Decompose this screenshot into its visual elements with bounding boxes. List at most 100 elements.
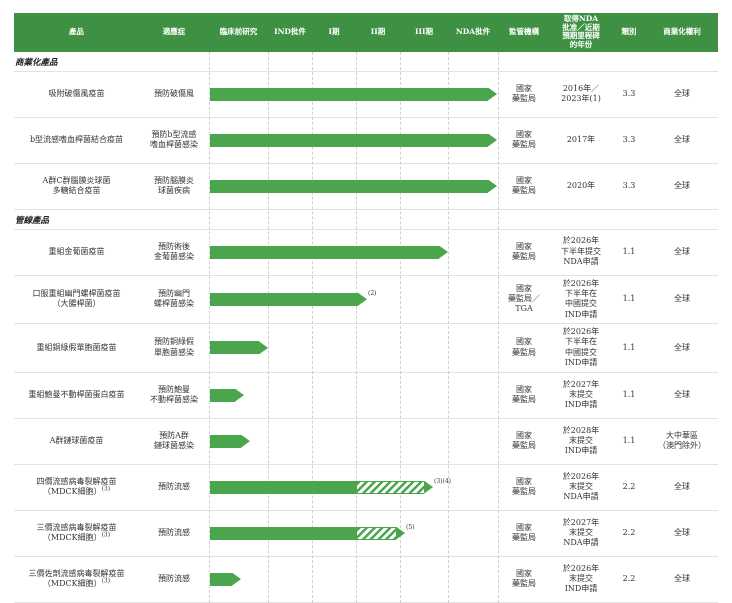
dashed-gridline (356, 51, 357, 603)
regulator-text: 國家 藥監局 (512, 522, 536, 543)
pipeline-row: 重組銅綠假單胞菌疫苗 預防銅綠假 單胞菌感染 國家 藥監局 於2026年 下半年在 中… (14, 324, 718, 373)
column-header-9: 監管機構 (509, 26, 539, 36)
progress-arrow (210, 341, 268, 355)
dashed-gridline (448, 51, 449, 603)
product-name: A群鏈球菌疫苗 (14, 433, 139, 449)
arrow-tip (439, 245, 448, 259)
commercial-rights: 全球 (646, 244, 718, 260)
regulator: 國家 藥監局 (498, 239, 550, 266)
dashed-gridline (268, 51, 269, 603)
category: 1.1 (612, 244, 646, 260)
column-header-10: 取得NDA 批准／近期 預期里程碑 的年份 (562, 14, 600, 49)
progress-arrow (210, 179, 497, 193)
product-name-text: 三價佐劑流感病毒裂解疫苗 （MDCK細胞） (28, 568, 125, 589)
indication: 預防流感 (139, 525, 209, 541)
progress-arrow: (2) (210, 289, 377, 306)
milestone: 於2026年 下半年提交 NDA申請 (550, 233, 612, 270)
product-name: 重組鮑曼不動桿菌蛋白疫苗 (14, 387, 139, 403)
product-name: 吸附破傷風疫苗 (14, 86, 139, 102)
category-text: 1.1 (622, 294, 636, 304)
indication: 預防術後 金葡菌感染 (139, 239, 209, 266)
regulator-text: 國家 藥監局 (512, 384, 536, 405)
category: 1.1 (612, 433, 646, 449)
product-name: 三價佐劑流感病毒裂解疫苗 （MDCK細胞）(3) (14, 566, 139, 593)
product-name: b型流感嗜血桿菌結合疫苗 (14, 132, 139, 148)
indication: 預防鮑曼 不動桿菌感染 (139, 382, 209, 409)
product-name-text: 重組鮑曼不動桿菌蛋白疫苗 (28, 389, 125, 399)
product-name: 口服重組幽門螺桿菌疫苗 （大腸桿菌） (14, 286, 139, 313)
arrow-tip (488, 133, 497, 147)
milestone-text: 2020年 (566, 180, 596, 190)
category-text: 1.1 (622, 389, 636, 399)
category-text: 2.2 (622, 573, 636, 583)
pipeline-row: 三價流感病毒裂解疫苗 （MDCK細胞）(3) 預防流感 (5) 國家 藥監局 於2027… (14, 511, 718, 557)
product-name-text: 重組銅綠假單胞菌疫苗 (36, 342, 117, 352)
milestone-text: 於2027年 末提交 IND申請 (562, 379, 600, 410)
indication-text: 預防腦膜炎 球菌疾病 (154, 175, 194, 195)
timeline-cell (209, 118, 498, 163)
category: 2.2 (612, 479, 646, 495)
regulator-text: 國家 藥監局 (512, 568, 536, 589)
pipeline-row: A群鏈球菌疫苗 預防A群 鏈球菌感染 國家 藥監局 於2028年 末提交 IND申請 1… (14, 419, 718, 465)
pipeline-row: A群C群腦膜炎球菌 多糖結合疫苗 預防腦膜炎 球菌疾病 國家 藥監局 2020年 3.3… (14, 164, 718, 210)
milestone-text: 於2026年 下半年在 中國提交 IND申請 (562, 278, 600, 319)
product-name-text: A群鏈球菌疫苗 (49, 435, 104, 445)
product-name: 重組金葡菌疫苗 (14, 244, 139, 260)
table-header: 產品 適應症 臨床前研究 IND批件 I期 II期 III期 NDA批件 監管機構 取得NDA 批… (14, 13, 718, 52)
timeline-cell (209, 419, 498, 464)
category-text: 2.2 (622, 527, 636, 537)
milestone-text: 於2026年 末提交 NDA申請 (562, 471, 600, 502)
milestone: 於2026年 末提交 IND申請 (550, 561, 612, 598)
arrow-tip (424, 480, 433, 494)
regulator: 國家 藥監局 (498, 127, 550, 154)
regulator: 國家 藥監局 (498, 173, 550, 200)
indication-text: 預防A群 鏈球菌感染 (154, 430, 194, 451)
arrow-solid-segment (210, 133, 488, 147)
regulator-text: 國家 藥監局／ TGA (508, 283, 540, 314)
dashed-gridline (209, 51, 210, 603)
arrow-footnote-marker: (2) (368, 289, 377, 297)
milestone-text: 2016年／ 2023年(1) (561, 83, 601, 103)
indication-text: 預防b型流感 嗜血桿菌感染 (150, 129, 198, 149)
column-header-8: NDA批件 (455, 26, 491, 36)
category: 2.2 (612, 525, 646, 541)
indication: 預防b型流感 嗜血桿菌感染 (139, 127, 209, 154)
commercial-rights: 全球 (646, 340, 718, 356)
arrow-solid-segment (210, 526, 357, 540)
dashed-gridline (498, 51, 499, 603)
category-text: 1.1 (622, 342, 636, 352)
regulator: 國家 藥監局 (498, 428, 550, 455)
category: 3.3 (612, 86, 646, 102)
arrow-hatched-segment (357, 480, 424, 494)
product-name: A群C群腦膜炎球菌 多糖結合疫苗 (14, 173, 139, 200)
timeline-cell: (3)(4) (209, 465, 498, 510)
milestone: 於2027年 末提交 NDA申請 (550, 515, 612, 552)
indication-text: 預防術後 金葡菌感染 (154, 241, 194, 261)
commercial-rights: 大中華區 （澳門除外） (646, 428, 718, 455)
category-text: 3.3 (622, 180, 636, 190)
regulator: 國家 藥監局／ TGA (498, 281, 550, 318)
timeline-cell (209, 164, 498, 209)
product-name: 四價流感病毒裂解疫苗 （MDCK細胞）(3) (14, 474, 139, 501)
arrow-tip (232, 572, 241, 586)
commercial-rights-text: 全球 (674, 342, 690, 352)
column-header-6: II期 (370, 26, 386, 36)
indication: 預防銅綠假 單胞菌感染 (139, 334, 209, 361)
dashed-gridline (400, 51, 401, 603)
commercial-rights: 全球 (646, 86, 718, 102)
product-name-text: 重組金葡菌疫苗 (48, 246, 105, 256)
arrow-tip (488, 179, 497, 193)
footnote-marker: (3) (101, 577, 111, 585)
timeline-cell (209, 373, 498, 418)
pipeline-row: 重組鮑曼不動桿菌蛋白疫苗 預防鮑曼 不動桿菌感染 國家 藥監局 於2027年 末提交 … (14, 373, 718, 419)
arrow-solid-segment (210, 572, 232, 586)
regulator: 國家 藥監局 (498, 334, 550, 361)
milestone: 2016年／ 2023年(1) (550, 81, 612, 108)
column-header-4: IND批件 (274, 26, 306, 36)
commercial-rights-text: 全球 (674, 88, 690, 98)
milestone-text: 於2026年 末提交 IND申請 (562, 563, 600, 594)
product-name-text: 四價流感病毒裂解疫苗 （MDCK細胞） (36, 476, 117, 497)
column-header-12: 商業化權利 (663, 26, 701, 36)
indication-text: 預防流感 (158, 481, 190, 491)
milestone-text: 於2026年 下半年提交 NDA申請 (561, 236, 601, 267)
